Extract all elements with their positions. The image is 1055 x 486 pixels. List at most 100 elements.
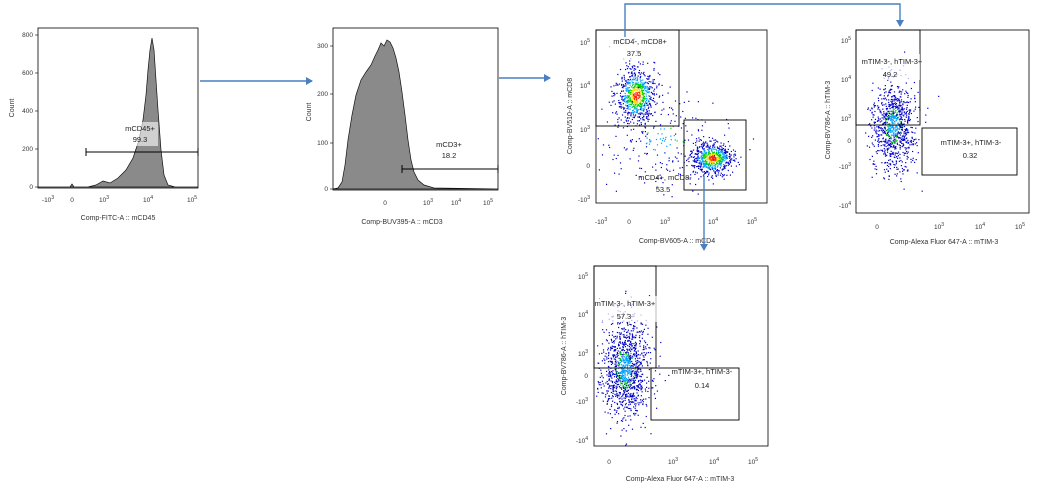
event-dot (705, 158, 707, 161)
event-dot (635, 68, 637, 70)
y-ticks: 0 200 400 600 800 (22, 32, 38, 191)
event-dot (623, 417, 625, 419)
event-dot (625, 292, 627, 294)
y-tick-label: -103 (576, 397, 588, 406)
event-dot (598, 384, 600, 386)
event-dot (626, 83, 629, 85)
event-dot (629, 403, 631, 405)
event-dot (637, 402, 639, 404)
event-dot (639, 90, 641, 92)
event-dot (645, 398, 647, 400)
event-dot (890, 143, 892, 145)
event-dot (883, 88, 885, 91)
event-dot (883, 132, 885, 134)
event-dot (643, 356, 645, 358)
event-dot (701, 163, 703, 165)
event-dot (614, 348, 616, 351)
event-dot (638, 120, 640, 122)
event-dot (618, 380, 620, 382)
event-dot (900, 104, 902, 107)
event-dot (697, 159, 699, 161)
event-dot (663, 108, 665, 110)
event-dot (884, 116, 886, 118)
event-dot (649, 98, 651, 100)
event-dot (697, 101, 699, 103)
event-dot (619, 393, 621, 395)
event-dot (889, 125, 891, 128)
event-dot (891, 121, 893, 123)
event-dot (733, 156, 735, 158)
event-dot (632, 370, 634, 372)
event-dot (629, 89, 631, 91)
event-dot (641, 85, 643, 87)
event-dot (642, 92, 644, 94)
event-dot (729, 162, 732, 164)
event-dot (629, 366, 631, 368)
event-dot (639, 78, 641, 80)
event-dot (642, 98, 644, 100)
event-dot (617, 84, 619, 86)
event-dot (622, 393, 624, 395)
event-dot (635, 343, 637, 345)
event-dot (883, 98, 885, 100)
event-dot (709, 168, 712, 170)
event-dot (895, 125, 897, 128)
event-dot (904, 147, 906, 149)
y-tick-label: 103 (578, 349, 588, 358)
event-dot (634, 349, 636, 351)
event-dot (600, 387, 602, 389)
event-dot (734, 160, 736, 162)
event-dot (637, 357, 639, 359)
event-dot (622, 418, 624, 420)
event-dot (640, 118, 642, 120)
event-dot (875, 151, 877, 153)
event-dot (708, 162, 710, 164)
event-dot (631, 336, 633, 338)
event-dot (879, 109, 881, 111)
event-dot (899, 122, 902, 124)
event-dot (889, 108, 891, 110)
event-dot (710, 148, 712, 150)
event-dot (620, 107, 622, 109)
event-dot (642, 332, 644, 334)
event-dot (603, 385, 605, 387)
event-dot (893, 103, 895, 105)
event-dot (898, 99, 900, 101)
event-dot (893, 116, 895, 118)
event-dot (734, 153, 736, 155)
event-dot (892, 105, 894, 107)
event-dot (607, 412, 609, 414)
event-dot (656, 93, 658, 95)
event-dot (645, 346, 647, 348)
event-dot (637, 350, 639, 352)
event-dot (682, 123, 684, 125)
event-dot (621, 96, 623, 98)
event-dot (899, 132, 901, 134)
event-dot (648, 91, 650, 93)
event-dot (634, 370, 636, 372)
event-dot (898, 110, 900, 112)
event-dot (625, 444, 627, 446)
event-dot (718, 156, 720, 158)
event-dot (639, 167, 641, 169)
event-dot (679, 103, 681, 105)
event-dot (701, 146, 703, 148)
event-dot (707, 154, 709, 156)
event-dot (877, 126, 880, 128)
event-dot (907, 120, 909, 122)
event-dot (907, 132, 909, 134)
event-dot (629, 84, 631, 86)
event-dot (669, 107, 671, 109)
event-dot (637, 120, 639, 122)
event-dot (886, 148, 888, 150)
event-dot (627, 352, 629, 354)
event-dot (621, 381, 623, 383)
event-dot (889, 153, 891, 155)
event-dot (597, 138, 599, 140)
event-dot (630, 370, 632, 373)
event-dot (616, 352, 618, 354)
event-dot (680, 127, 683, 129)
event-dot (631, 96, 633, 98)
event-dot (903, 123, 905, 125)
event-dot (618, 341, 620, 343)
